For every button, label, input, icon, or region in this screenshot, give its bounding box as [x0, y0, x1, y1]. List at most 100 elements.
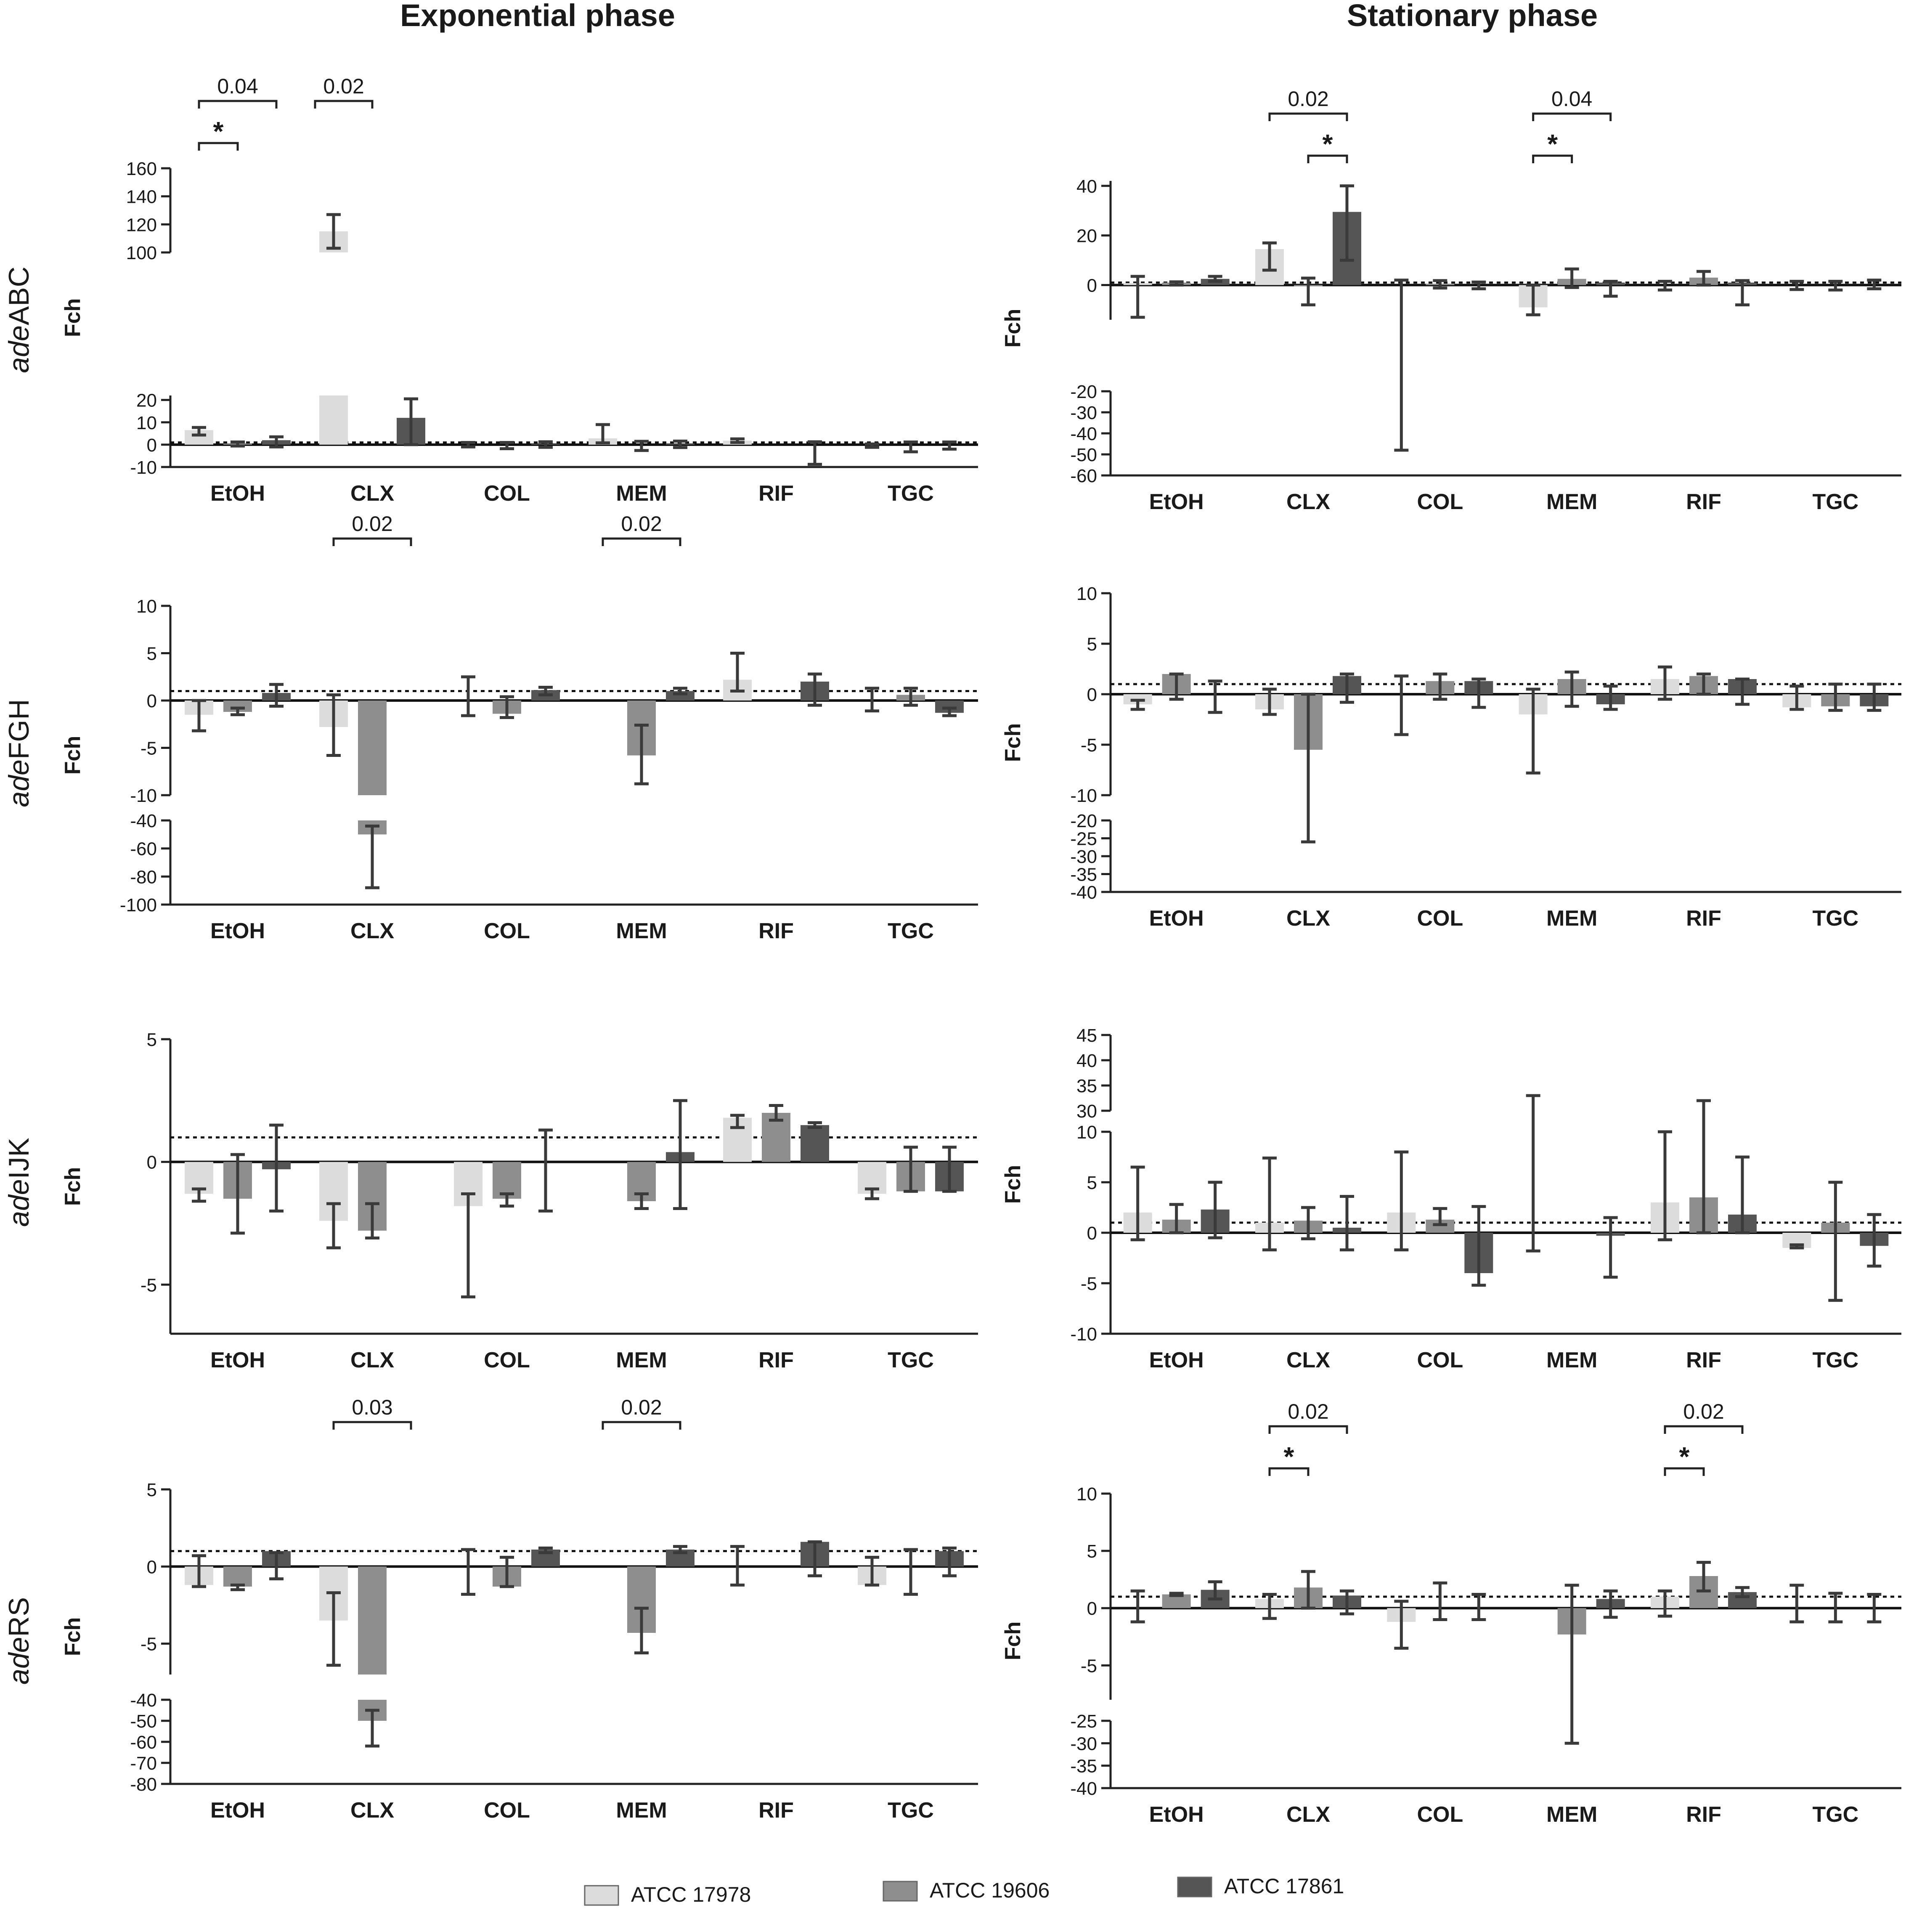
legend-label: ATCC 19606 [930, 1879, 1050, 1902]
y-tick-label: -30 [1070, 847, 1097, 867]
x-tick-label: CLX [1286, 1802, 1330, 1827]
x-tick-label: MEM [1546, 906, 1597, 931]
y-tick-label: 0 [147, 691, 157, 711]
x-tick-label: TGC [1812, 906, 1858, 931]
x-tick-label: RIF [1686, 490, 1721, 514]
y-tick-label: -5 [141, 1634, 157, 1655]
significance-label: 0.02 [621, 1396, 662, 1419]
x-tick-label: CLX [1286, 906, 1330, 931]
y-tick-label: 30 [1076, 1101, 1097, 1122]
x-tick-label: TGC [1812, 490, 1858, 514]
bar-atcc-19606 [358, 1566, 387, 1675]
significance-bracket [1532, 112, 1612, 121]
y-tick-label: -60 [1070, 466, 1097, 486]
y-tick-label: -20 [1070, 382, 1097, 402]
panel-adeIJK-exponential: -5 0 5 Fch EtOH CLX COL MEM RIF TGC [61, 1030, 978, 1372]
x-tick-label: RIF [1686, 1802, 1721, 1827]
y-tick-label: -35 [1070, 865, 1097, 885]
x-tick-label: CLX [350, 1798, 394, 1823]
legend-swatch-atcc-17861 [1177, 1876, 1212, 1898]
y-tick-label: 5 [1087, 1541, 1097, 1562]
y-tick-label: -20 [1070, 811, 1097, 831]
x-tick-label: EtOH [210, 919, 265, 943]
y-tick-label: -40 [130, 811, 157, 831]
y-tick-label: 0 [147, 435, 157, 456]
x-tick-label: EtOH [210, 1348, 265, 1372]
legend-label: ATCC 17978 [631, 1883, 751, 1906]
x-tick-label: TGC [888, 1798, 934, 1823]
significance-bracket [1268, 1467, 1310, 1476]
significance-bracket [332, 1421, 412, 1430]
row-label-adeRS: adeRS [3, 1597, 35, 1685]
y-tick-label: 10 [136, 413, 157, 433]
y-tick-label: -5 [141, 1275, 157, 1295]
y-tick-label: 0 [1087, 1598, 1097, 1619]
x-tick-label: CLX [1286, 1348, 1330, 1372]
x-tick-label: RIF [758, 1348, 794, 1372]
significance-bracket [198, 142, 239, 151]
x-tick-label: COL [1417, 1802, 1463, 1827]
y-tick-label: 100 [126, 243, 157, 263]
panel-adeABC-stationary: -60-50-40-30-20 0 20 40 Fch EtOH CLX COL MEM RIF T… [1001, 87, 1901, 514]
significance-bracket [1664, 1425, 1744, 1434]
significance-label: 0.04 [217, 74, 258, 98]
title-exponential-phase: Exponential phase [400, 0, 675, 33]
significance-bracket [1532, 154, 1573, 163]
y-tick-label: 120 [126, 215, 157, 235]
significance-bracket [1268, 1425, 1348, 1434]
x-tick-label: CLX [350, 1348, 394, 1372]
y-tick-label: 10 [1076, 1484, 1097, 1505]
y-axis-label: Fch [1001, 1622, 1025, 1660]
y-tick-label: -50 [130, 1711, 157, 1732]
significance-label: 0.02 [352, 512, 392, 536]
bar-atcc-19606 [358, 701, 387, 795]
x-tick-label: MEM [616, 1798, 667, 1823]
y-tick-label: -5 [1081, 735, 1097, 756]
y-tick-label: 5 [1087, 634, 1097, 655]
significance-label: * [1323, 129, 1333, 159]
y-tick-label: -100 [120, 895, 157, 916]
y-tick-label: 0 [147, 1152, 157, 1173]
y-tick-label: -70 [130, 1753, 157, 1774]
x-tick-label: COL [1417, 906, 1463, 931]
x-tick-label: COL [1417, 1348, 1463, 1372]
x-tick-label: RIF [758, 1798, 794, 1823]
x-tick-label: RIF [1686, 906, 1721, 931]
x-tick-label: CLX [350, 481, 394, 506]
x-tick-label: COL [484, 481, 530, 506]
x-tick-label: TGC [1812, 1802, 1858, 1827]
significance-label: * [1284, 1441, 1294, 1472]
y-tick-label: 0 [1087, 276, 1097, 296]
y-tick-label: -10 [130, 786, 157, 806]
row-label-adeFGH: adeFGH [3, 699, 35, 807]
y-tick-label: 40 [1076, 176, 1097, 197]
panel-adeFGH-exponential: -100 -80 -60 -40 -10 -5 0 5 10 Fch EtOH CLX COL MEM RI… [61, 512, 978, 943]
x-tick-label: COL [484, 1798, 530, 1823]
x-tick-label: TGC [888, 919, 934, 943]
significance-bracket [198, 100, 278, 109]
x-tick-label: RIF [758, 481, 794, 506]
panel-adeFGH-stationary: -40-35-30-25-20 -10 -5 0 5 10 Fch EtOH CLX COL MEM… [1001, 584, 1901, 931]
y-axis-label: Fch [61, 1167, 85, 1206]
y-tick-label: -5 [1081, 1274, 1097, 1294]
y-tick-label: -40 [1070, 882, 1097, 903]
y-tick-label: -25 [1070, 829, 1097, 849]
x-tick-label: EtOH [210, 481, 265, 506]
y-tick-label: 5 [147, 1030, 157, 1050]
x-tick-label: RIF [758, 919, 794, 943]
y-tick-label: -10 [1070, 786, 1097, 806]
y-tick-label: 10 [1076, 584, 1097, 604]
y-tick-label: -25 [1070, 1711, 1097, 1732]
significance-bracket [1307, 154, 1348, 163]
y-tick-label: -60 [130, 1732, 157, 1753]
y-tick-label: -5 [1081, 1656, 1097, 1676]
y-tick-label: -50 [1070, 445, 1097, 465]
significance-label: * [1679, 1441, 1690, 1472]
x-tick-label: EtOH [1149, 1802, 1204, 1827]
y-tick-label: 0 [1087, 1223, 1097, 1244]
y-tick-label: 35 [1076, 1076, 1097, 1096]
y-tick-label: 0 [147, 1557, 157, 1577]
